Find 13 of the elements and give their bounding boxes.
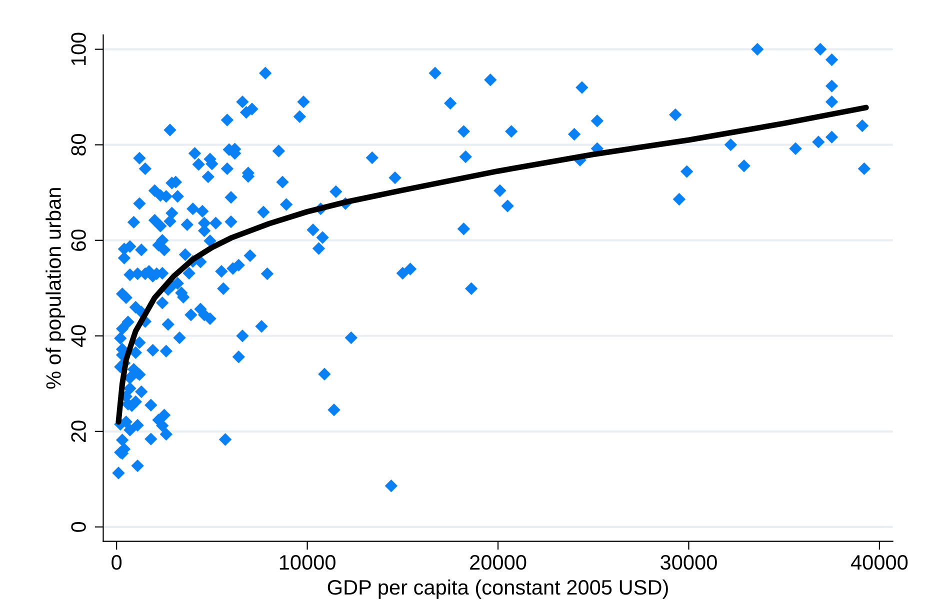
y-tick-label: 20 [71, 420, 86, 442]
x-tick-label: 40000 [850, 555, 908, 570]
x-tick-label: 30000 [660, 555, 717, 570]
y-tick-label: 40 [71, 325, 86, 347]
y-tick-label: 60 [71, 230, 86, 251]
x-tick-label: 0 [112, 555, 122, 570]
y-tick-label: 80 [71, 134, 86, 156]
x-axis-title: GDP per capita (constant 2005 USD) [328, 579, 668, 599]
y-tick-label: 100 [71, 32, 86, 66]
x-tick-label: 10000 [280, 555, 336, 570]
y-axis-title: % of population urban [46, 188, 66, 389]
y-tick-label: 0 [71, 522, 86, 532]
x-tick-label: 20000 [470, 555, 526, 570]
